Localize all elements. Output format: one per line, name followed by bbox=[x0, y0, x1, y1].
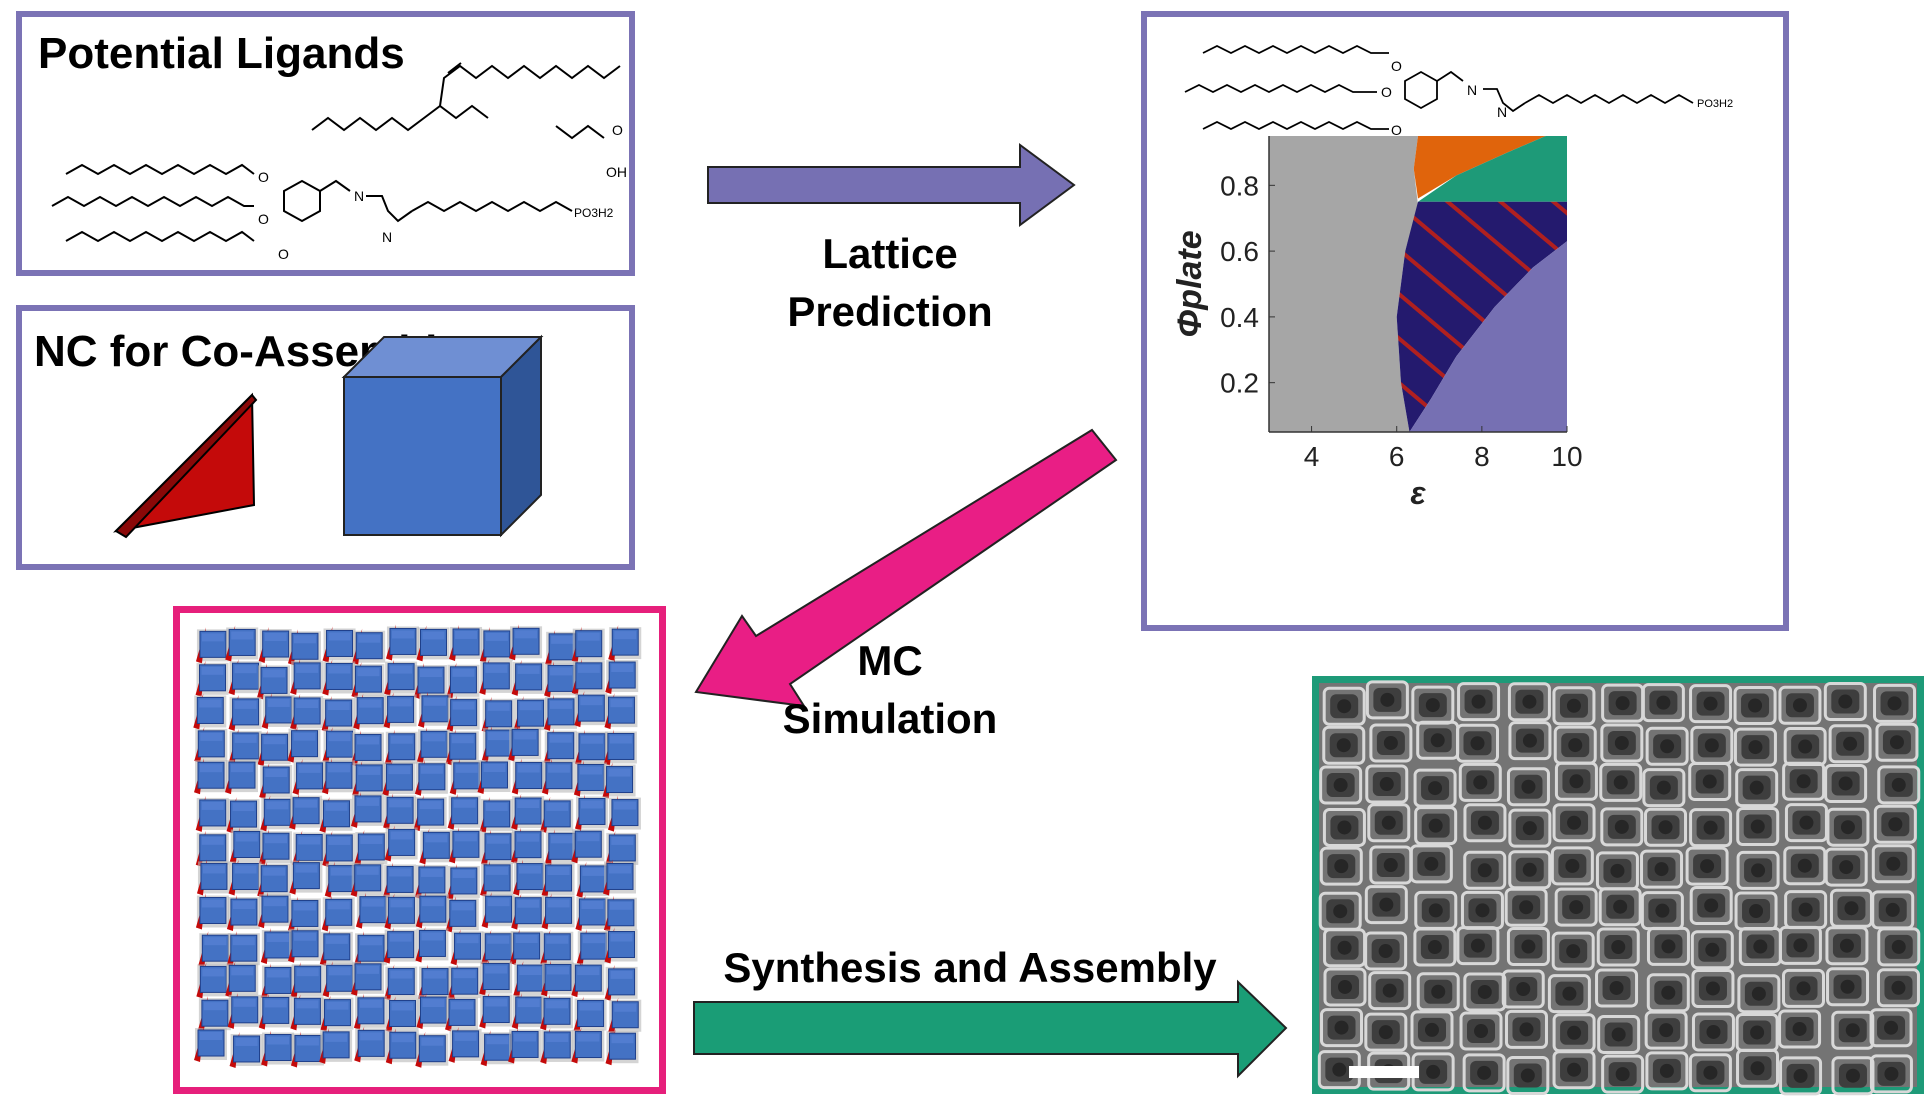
selected-ligand-structure: O O O N N PO3H2 bbox=[1184, 44, 1733, 138]
x-tick-label: 10 bbox=[1551, 441, 1582, 472]
mc-simulation-label: MC Simulation bbox=[760, 632, 1020, 748]
phase-diagram-panel: O O O N N PO3H2 4 6 8 10 0.2 0.4 0.6 0.8 ε Φplate bbox=[1141, 11, 1789, 631]
oxygen-label: O bbox=[1391, 122, 1402, 138]
nitrogen-label: N bbox=[354, 188, 364, 204]
phase-region bbox=[1409, 241, 1567, 432]
oxygen-label: O bbox=[1391, 58, 1402, 74]
phase-region bbox=[1396, 201, 1567, 432]
oxygen-label: O bbox=[258, 169, 269, 185]
nitrogen-label: N bbox=[382, 229, 392, 245]
oxygen-label: O bbox=[612, 122, 623, 138]
y-axis-label: Φplate bbox=[1171, 230, 1209, 337]
lattice-label-line-1: Lattice bbox=[822, 230, 958, 277]
y-tick-label: 0.2 bbox=[1220, 368, 1259, 399]
cube-shape bbox=[341, 334, 544, 538]
synthesis-assembly-label: Synthesis and Assembly bbox=[723, 944, 1217, 991]
arrow-lattice-prediction bbox=[707, 143, 1076, 227]
phase-region bbox=[1269, 136, 1418, 432]
phase-region bbox=[1418, 136, 1567, 202]
oxygen-label: O bbox=[258, 211, 269, 227]
y-tick-label: 0.4 bbox=[1220, 302, 1259, 333]
ligands-panel: Potential Ligands OH O O O O N N PO3H2 bbox=[16, 11, 635, 276]
x-tick-label: 4 bbox=[1304, 441, 1320, 472]
oxygen-label: O bbox=[1381, 84, 1392, 100]
phase-diagram-chart: 4 6 8 10 0.2 0.4 0.6 0.8 ε Φplate bbox=[1171, 136, 1583, 511]
dendron-ligand-structure bbox=[51, 163, 573, 243]
lattice-prediction-label: Lattice Prediction bbox=[760, 225, 1020, 341]
phosphonate-label: PO3H2 bbox=[1697, 98, 1733, 110]
tem-micrograph bbox=[1317, 680, 1921, 1096]
mc-label-line-1: MC bbox=[857, 637, 923, 684]
hydroxyl-label: OH bbox=[606, 164, 627, 180]
nitrogen-label: N bbox=[1467, 82, 1477, 98]
oxygen-label: O bbox=[278, 246, 289, 262]
ligands-panel-title: Potential Ligands bbox=[38, 29, 405, 78]
x-axis-label: ε bbox=[1410, 475, 1426, 511]
triangular-plate-shape bbox=[113, 392, 258, 539]
y-tick-label: 0.6 bbox=[1220, 236, 1259, 267]
x-tick-label: 8 bbox=[1474, 441, 1490, 472]
tem-image-panel bbox=[1312, 676, 1924, 1096]
arrow-synthesis-assembly bbox=[693, 979, 1288, 1079]
nc-panel: NC for Co-Assembly bbox=[16, 305, 635, 570]
x-tick-label: 6 bbox=[1389, 441, 1405, 472]
mc-simulation-snapshot bbox=[180, 613, 659, 1087]
chem-atom-labels: OH O O O O N N PO3H2 bbox=[258, 122, 627, 262]
nitrogen-label: N bbox=[1497, 104, 1507, 120]
lattice-label-line-2: Prediction bbox=[787, 288, 993, 335]
mc-simulation-panel bbox=[173, 606, 666, 1094]
phosphonate-label: PO3H2 bbox=[574, 206, 614, 220]
phase-region bbox=[1413, 136, 1546, 199]
arrow-mc-simulation bbox=[694, 428, 1118, 708]
y-tick-label: 0.8 bbox=[1220, 170, 1259, 201]
oleic-acid-structure bbox=[311, 62, 621, 140]
mc-label-line-2: Simulation bbox=[782, 695, 998, 742]
scale-bar bbox=[1349, 1066, 1419, 1078]
